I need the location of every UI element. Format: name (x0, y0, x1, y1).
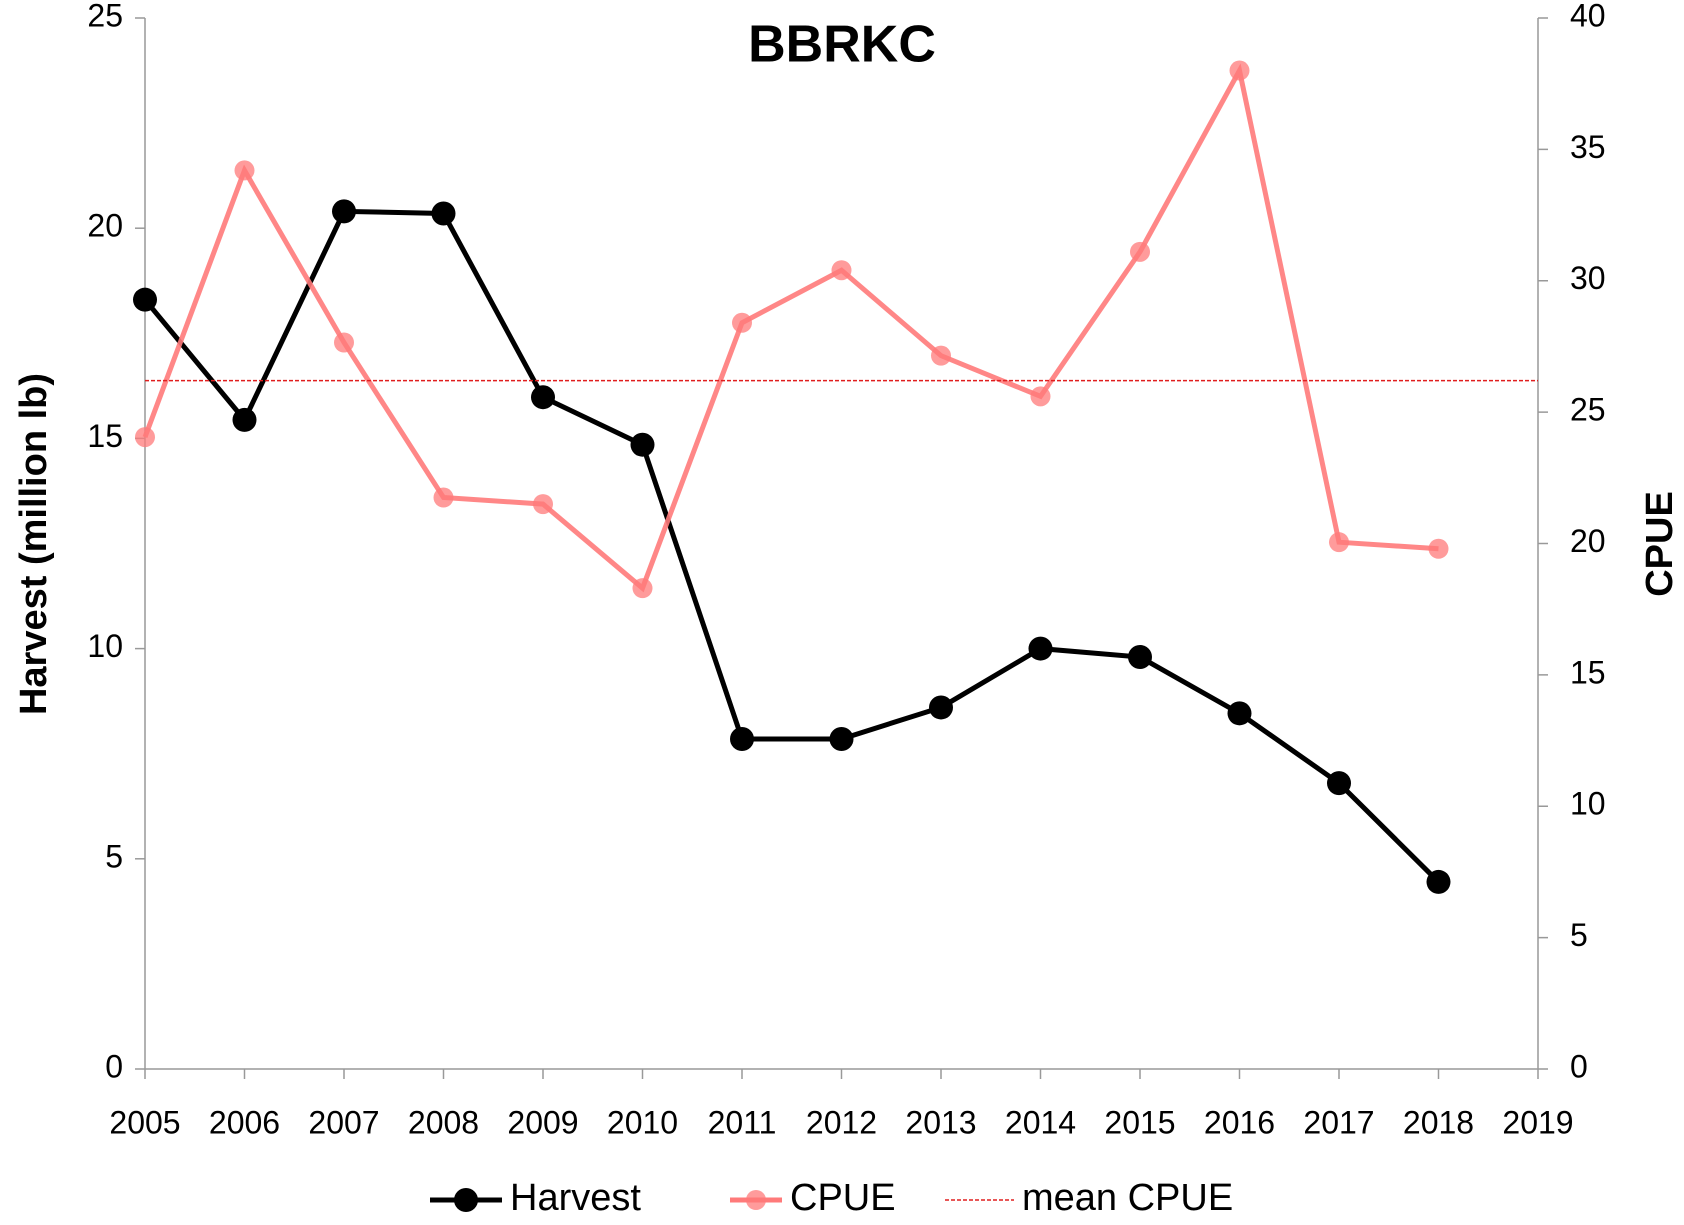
point (433, 487, 454, 508)
x-tick-label: 2007 (308, 1104, 379, 1140)
y2-tick-label: 5 (1570, 917, 1588, 953)
y-tick-label: 15 (87, 418, 123, 454)
x-tick-label: 2018 (1403, 1104, 1474, 1140)
y-tick-label: 0 (105, 1048, 123, 1084)
point (431, 201, 456, 226)
legend-label: mean CPUE (1022, 1177, 1233, 1219)
y-axis-title: Harvest (million lb) (13, 373, 55, 715)
point (1227, 701, 1252, 726)
y-tick-label: 5 (105, 838, 123, 874)
point (831, 260, 852, 281)
point (1030, 386, 1051, 407)
y2-tick-label: 25 (1570, 392, 1606, 428)
x-tick-label: 2006 (209, 1104, 280, 1140)
point (1426, 869, 1451, 894)
legend-marker (454, 1188, 478, 1212)
point (1130, 241, 1150, 262)
y2-tick-label: 40 (1570, 0, 1606, 33)
x-tick-label: 2017 (1303, 1104, 1374, 1140)
y-tick-label: 25 (87, 0, 123, 33)
point (334, 332, 354, 353)
y2-tick-label: 0 (1570, 1048, 1588, 1084)
x-tick-label: 2016 (1204, 1104, 1275, 1140)
x-tick-label: 2009 (507, 1104, 578, 1140)
y-tick-label: 10 (87, 628, 123, 664)
legend-marker (746, 1190, 766, 1210)
point (829, 726, 854, 751)
legend-label: Harvest (510, 1177, 641, 1219)
point (630, 432, 655, 457)
series-line (143, 208, 1441, 884)
x-tick-label: 2011 (708, 1104, 777, 1140)
point (1128, 645, 1152, 670)
x-tick-label: 2010 (607, 1104, 678, 1140)
point (1329, 532, 1349, 553)
y2-tick-label: 30 (1570, 260, 1606, 296)
point (135, 427, 155, 448)
point (1428, 538, 1449, 559)
x-tick-label: 2005 (109, 1104, 180, 1140)
x-tick-label: 2013 (905, 1104, 976, 1140)
y2-tick-label: 10 (1570, 786, 1606, 822)
y2-tick-label: 35 (1570, 129, 1606, 165)
y2-tick-label: 15 (1570, 654, 1606, 690)
x-tick-label: 2008 (408, 1104, 479, 1140)
point (133, 287, 157, 312)
y2-axis-title: CPUE (1639, 491, 1681, 597)
point (234, 160, 255, 181)
y-tick-label: 20 (87, 208, 123, 244)
y2-tick-label: 20 (1570, 523, 1606, 559)
point (931, 345, 951, 366)
point (531, 385, 555, 410)
legend-label: CPUE (790, 1177, 896, 1219)
x-tick-label: 2015 (1104, 1104, 1175, 1140)
point (732, 312, 752, 333)
point (730, 726, 754, 751)
point (1327, 771, 1351, 796)
point (1028, 636, 1053, 661)
point (232, 407, 257, 432)
point (332, 199, 356, 224)
x-tick-label: 2014 (1005, 1104, 1076, 1140)
point (1229, 60, 1250, 81)
point (533, 494, 553, 515)
x-tick-label: 2019 (1502, 1104, 1573, 1140)
x-tick-label: 2012 (806, 1104, 877, 1140)
series-line (142, 63, 1439, 593)
point (929, 695, 953, 720)
point (632, 578, 653, 599)
chart-title: BBRKC (748, 16, 936, 74)
